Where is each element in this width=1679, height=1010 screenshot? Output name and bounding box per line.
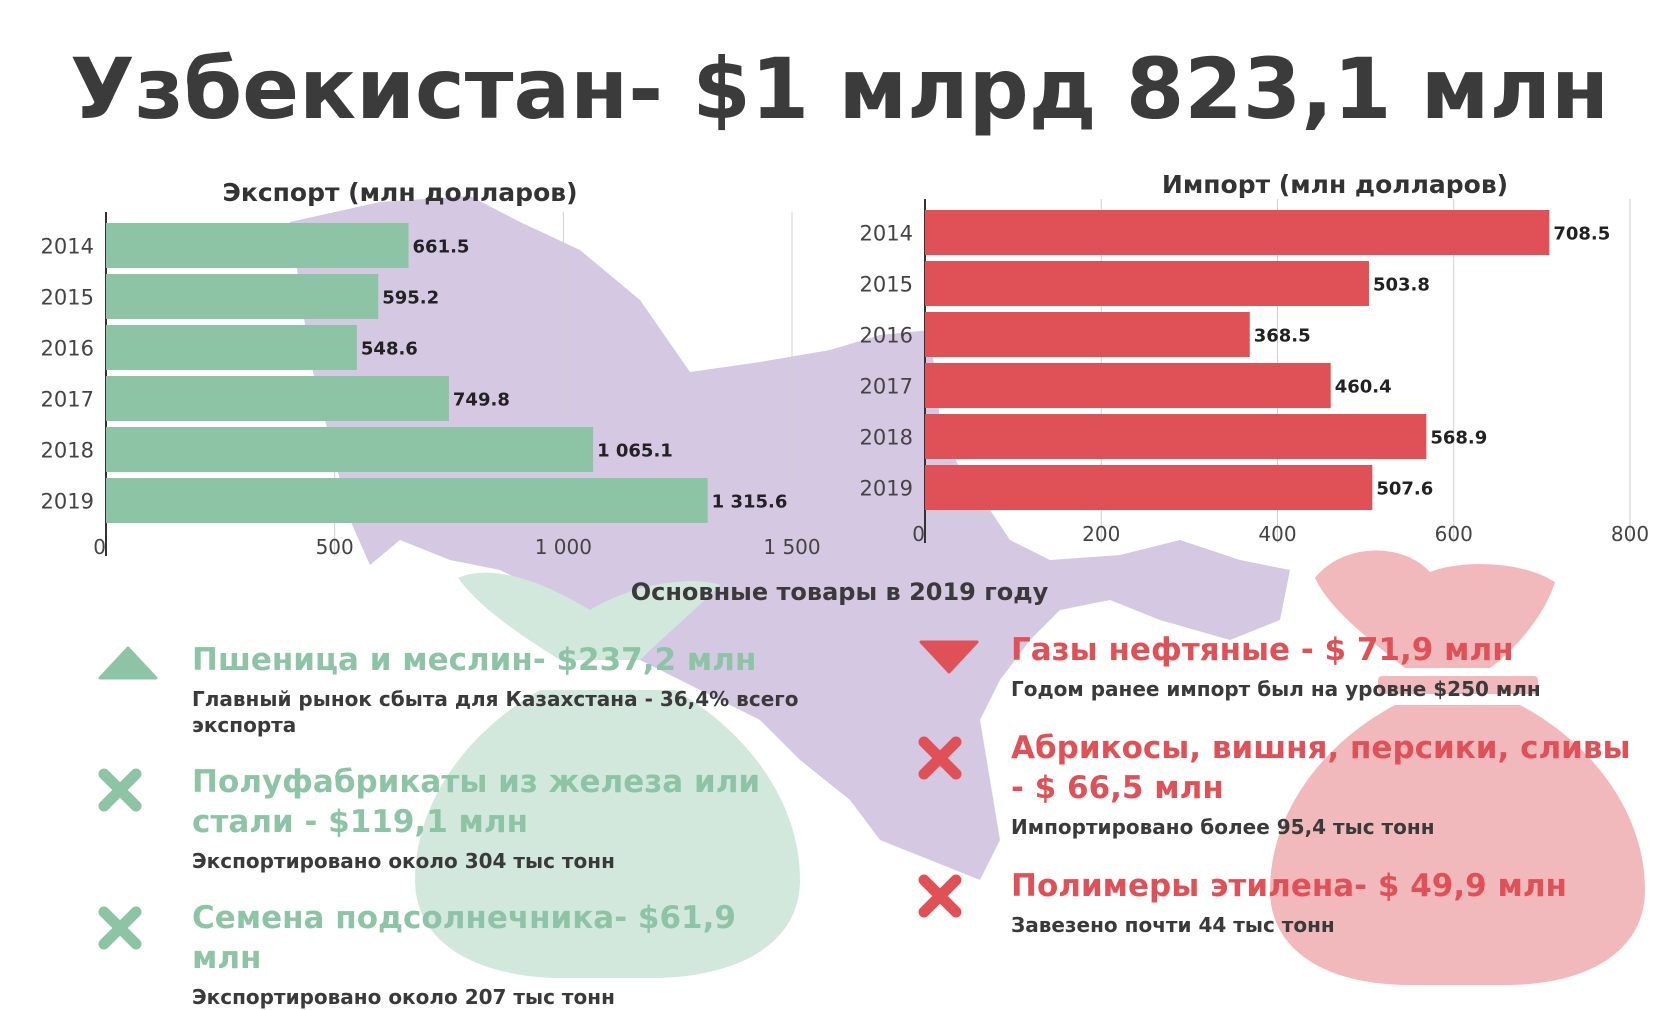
import-good-2: Абрикосы, вишня, персики, сливы - $ 66,5… — [1011, 728, 1651, 840]
export-good-1: Пшеница и меслин- $237,2 млн Главный рын… — [192, 640, 812, 738]
import-data-label: 568.9 — [1430, 428, 1487, 449]
import-bar — [925, 261, 1369, 306]
import-bar — [925, 414, 1427, 459]
import-data-label: 507.6 — [1376, 479, 1433, 500]
export-bar — [106, 478, 708, 523]
import-category-label: 2018 — [860, 426, 913, 450]
import-good-1-title: Газы нефтяные - $ 71,9 млн — [1011, 632, 1514, 668]
export-category-label: 2017 — [41, 388, 94, 412]
import-bar — [925, 210, 1550, 255]
export-bar — [106, 376, 449, 421]
export-category-label: 2019 — [41, 490, 94, 514]
export-data-label: 749.8 — [453, 390, 510, 411]
import-data-label: 368.5 — [1254, 326, 1311, 347]
import-bar — [925, 363, 1331, 408]
export-data-label: 661.5 — [413, 237, 470, 258]
export-good-3-desc: Экспортировано около 207 тыс тонн — [192, 985, 615, 1009]
export-data-label: 595.2 — [382, 288, 439, 309]
import-data-label: 708.5 — [1553, 224, 1610, 245]
import-good-1-desc: Годом ранее импорт был на уровне $250 мл… — [1011, 677, 1541, 701]
import-bar — [925, 465, 1373, 510]
green-money-bag-icon — [415, 572, 800, 978]
page-title: Узбекистан- $1 млрд 823,1 млн — [69, 40, 1610, 138]
import-x-tick-label: 400 — [1258, 522, 1296, 546]
import-good-3-title: Полимеры этилена- $ 49,9 млн — [1011, 868, 1567, 904]
export-good-2-title: Полуфабрикаты из железа или стали - $119… — [192, 764, 761, 840]
x-icon — [98, 768, 142, 812]
import-data-label: 460.4 — [1335, 377, 1392, 398]
export-x-tick-label: 1 000 — [535, 535, 592, 559]
x-icon — [918, 736, 962, 780]
import-x-tick-label: 800 — [1611, 522, 1649, 546]
import-category-label: 2014 — [860, 222, 913, 246]
export-good-3-title: Семена подсолнечника- $61,9 млн — [192, 900, 736, 976]
import-good-1: Газы нефтяные - $ 71,9 млн Годом ранее и… — [1011, 630, 1651, 702]
main-goods-title: Основные товары в 2019 году — [630, 578, 1049, 606]
export-x-tick-label: 1 500 — [763, 535, 820, 559]
import-bar — [925, 312, 1250, 357]
export-category-label: 2014 — [41, 235, 94, 259]
red-money-bag-icon — [1270, 550, 1645, 985]
export-good-2: Полуфабрикаты из железа или стали - $119… — [192, 762, 832, 874]
import-x-tick-label: 0 — [912, 522, 925, 546]
import-good-2-desc: Импортировано более 95,4 тыс тонн — [1011, 815, 1435, 839]
export-good-1-title: Пшеница и меслин- $237,2 млн — [192, 642, 757, 678]
x-icon — [98, 906, 142, 950]
import-bar-chart: 0 200 400 600 800 2014 708.5 2015 503.8 2016 368.5… — [860, 199, 1649, 546]
import-x-tick-label: 600 — [1435, 522, 1473, 546]
export-data-label: 1 315.6 — [712, 492, 788, 513]
import-chart-title: Импорт (млн долларов) — [1161, 170, 1509, 199]
uzbekistan-map-silhouette — [290, 196, 1290, 880]
export-x-tick-label: 500 — [316, 535, 354, 559]
export-chart-title: Экспорт (млн долларов) — [222, 178, 578, 207]
import-good-3: Полимеры этилена- $ 49,9 млн Завезено по… — [1011, 866, 1651, 938]
export-bar — [106, 325, 357, 370]
export-data-label: 1 065.1 — [597, 441, 673, 462]
export-bar — [106, 274, 379, 319]
x-icon — [918, 874, 962, 918]
import-category-label: 2015 — [860, 273, 913, 297]
import-x-tick-label: 200 — [1082, 522, 1120, 546]
import-good-3-desc: Завезено почти 44 тыс тонн — [1011, 913, 1335, 937]
export-category-label: 2018 — [41, 439, 94, 463]
export-bar-chart: 0 500 1 000 1 500 2014 661.5 2015 595.2 2016 548.… — [41, 212, 821, 559]
export-bar — [106, 223, 409, 268]
import-category-label: 2019 — [860, 477, 913, 501]
import-data-label: 503.8 — [1373, 275, 1430, 296]
export-category-label: 2015 — [41, 286, 94, 310]
import-category-label: 2016 — [860, 324, 913, 348]
down-triangle-icon — [919, 640, 979, 674]
up-triangle-icon — [98, 646, 158, 680]
export-bar — [106, 427, 594, 472]
export-good-3: Семена подсолнечника- $61,9 млн Экспорти… — [192, 898, 812, 1010]
import-good-2-title: Абрикосы, вишня, персики, сливы - $ 66,5… — [1011, 730, 1631, 806]
export-good-1-desc: Главный рынок сбыта для Казахстана - 36,… — [192, 687, 799, 737]
export-good-2-desc: Экспортировано около 304 тыс тонн — [192, 849, 615, 873]
export-category-label: 2016 — [41, 337, 94, 361]
import-category-label: 2017 — [860, 375, 913, 399]
export-data-label: 548.6 — [361, 339, 418, 360]
export-x-tick-label: 0 — [93, 535, 106, 559]
